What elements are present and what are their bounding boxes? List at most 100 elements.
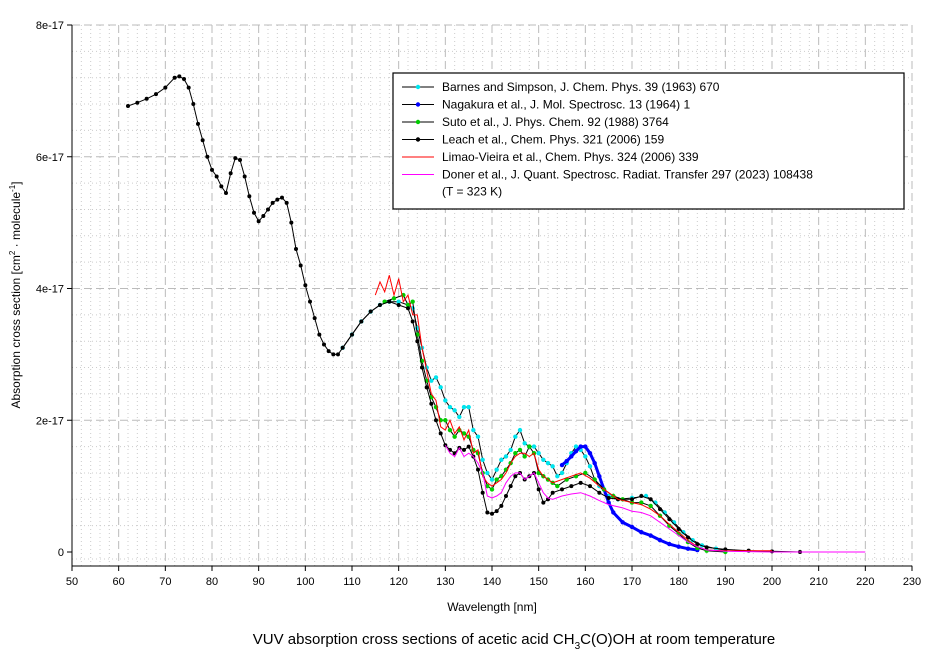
data-point xyxy=(424,385,429,390)
data-point xyxy=(667,541,672,547)
data-point xyxy=(391,296,397,301)
data-point xyxy=(177,74,182,79)
series-line xyxy=(342,301,726,551)
data-point xyxy=(499,457,504,462)
data-point xyxy=(182,77,186,82)
data-point xyxy=(522,454,527,459)
data-point xyxy=(531,444,537,449)
series-line xyxy=(444,445,866,553)
data-point xyxy=(191,102,196,107)
data-point xyxy=(298,263,303,268)
data-point xyxy=(461,431,467,436)
data-point xyxy=(457,414,462,420)
data-point xyxy=(480,490,485,495)
data-point xyxy=(583,470,588,476)
x-tick-label: 130 xyxy=(436,576,454,588)
data-point xyxy=(331,352,336,357)
data-point xyxy=(378,302,382,307)
data-point xyxy=(405,302,411,308)
x-tick-label: 120 xyxy=(389,576,407,588)
data-point xyxy=(410,319,415,324)
data-point xyxy=(569,484,574,489)
series-2 xyxy=(382,292,728,555)
data-point xyxy=(541,500,546,505)
data-point xyxy=(261,214,266,219)
data-point xyxy=(410,299,415,304)
data-point xyxy=(461,404,467,410)
data-point xyxy=(144,96,149,101)
data-point xyxy=(396,302,401,307)
data-point xyxy=(578,480,583,485)
data-point xyxy=(620,520,625,525)
data-point xyxy=(233,156,238,161)
x-tick-label: 190 xyxy=(716,576,734,588)
x-tick-label: 80 xyxy=(206,576,218,588)
data-point xyxy=(289,220,294,225)
data-point xyxy=(163,85,168,90)
chart-title: VUV absorption cross sections of acetic … xyxy=(253,631,775,652)
data-point xyxy=(667,523,672,528)
data-point xyxy=(172,75,177,80)
data-point xyxy=(555,474,560,479)
data-point xyxy=(770,549,774,554)
data-point xyxy=(471,427,476,433)
data-point xyxy=(429,378,434,383)
series-3 xyxy=(126,74,802,554)
data-point xyxy=(490,511,494,516)
data-point xyxy=(639,500,644,505)
data-point xyxy=(583,454,588,459)
data-point xyxy=(550,464,555,469)
data-point xyxy=(303,283,308,288)
series-line xyxy=(374,275,772,552)
legend-entry: Suto et al., J. Phys. Chem. 92 (1988) 37… xyxy=(442,115,669,129)
data-point xyxy=(475,434,481,439)
data-point xyxy=(550,490,555,495)
data-point xyxy=(695,542,700,547)
data-point xyxy=(513,450,518,456)
data-point xyxy=(280,195,284,200)
data-point xyxy=(536,487,541,492)
data-point xyxy=(587,450,593,456)
data-point xyxy=(336,352,340,357)
x-tick-label: 100 xyxy=(296,576,314,588)
data-point xyxy=(443,398,448,403)
data-point xyxy=(359,319,364,324)
data-point xyxy=(200,138,205,143)
x-tick-label: 60 xyxy=(113,576,125,588)
data-point xyxy=(480,457,485,462)
data-point xyxy=(447,427,453,433)
data-point xyxy=(312,316,317,321)
data-point xyxy=(573,444,579,449)
x-tick-label: 200 xyxy=(763,576,781,588)
data-point xyxy=(485,470,490,476)
data-point xyxy=(350,332,354,337)
data-point xyxy=(560,487,564,492)
data-point xyxy=(252,210,256,215)
data-point xyxy=(126,104,130,109)
data-point xyxy=(657,537,663,543)
data-point xyxy=(494,467,499,472)
x-tick-label: 170 xyxy=(623,576,641,588)
data-point xyxy=(559,470,565,476)
data-point xyxy=(466,404,471,410)
data-point xyxy=(443,418,448,423)
data-point xyxy=(559,462,565,468)
data-point xyxy=(522,441,527,446)
legend-swatch-marker xyxy=(415,84,421,90)
data-point xyxy=(597,490,602,495)
data-point xyxy=(294,246,298,251)
x-axis-label: Wavelength [nm] xyxy=(447,600,537,614)
data-point xyxy=(247,194,252,199)
data-point xyxy=(466,444,471,449)
data-point xyxy=(214,174,219,179)
data-point xyxy=(658,507,662,512)
data-point xyxy=(322,342,326,347)
data-point xyxy=(275,197,280,202)
x-tick-label: 110 xyxy=(343,576,361,588)
data-point xyxy=(629,524,635,530)
legend-entry: Nagakura et al., J. Mol. Spectrosc. 13 (… xyxy=(442,98,690,112)
data-point xyxy=(685,546,691,551)
data-point xyxy=(196,121,200,126)
